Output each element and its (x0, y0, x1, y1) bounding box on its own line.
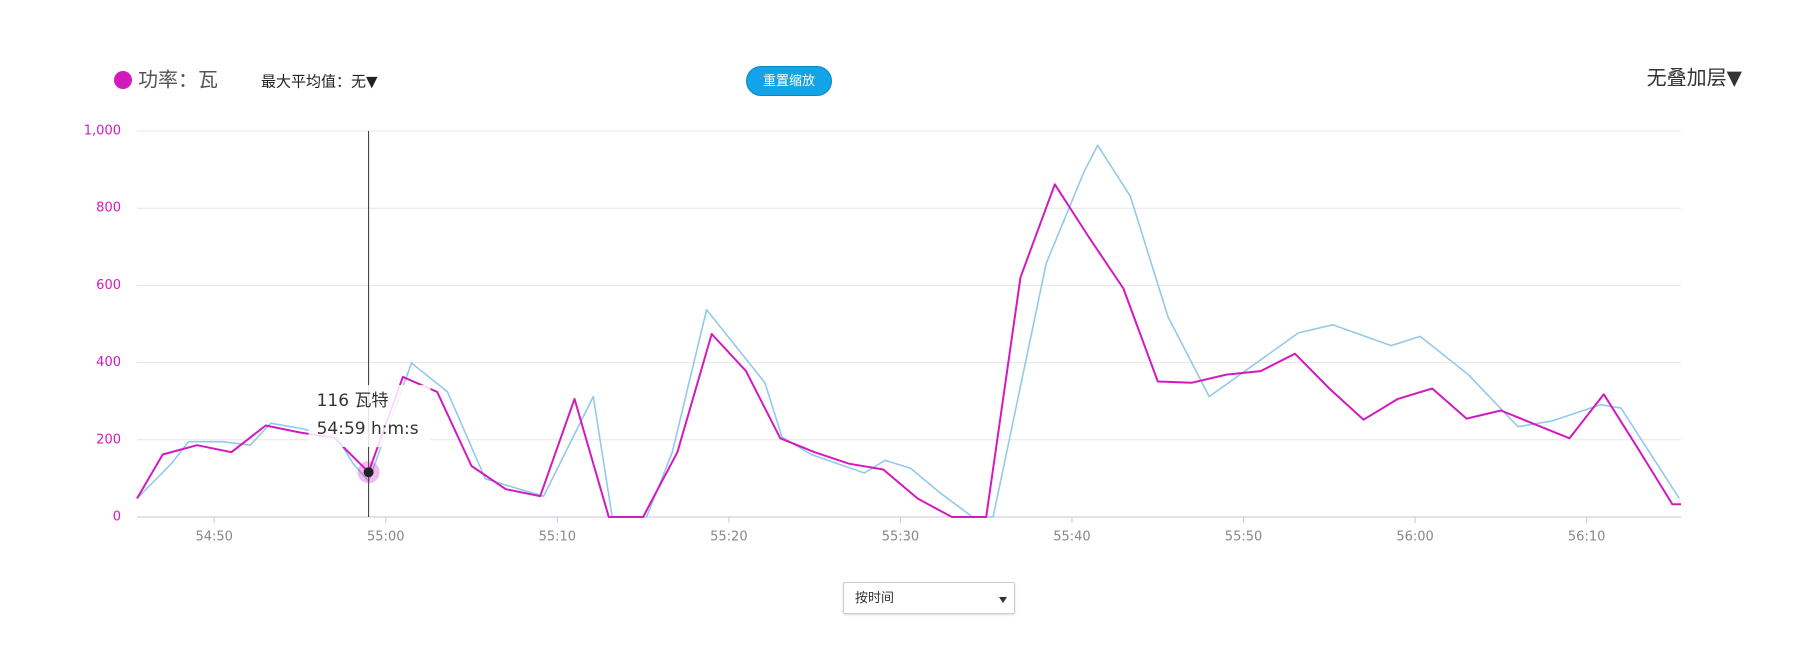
overlay-select[interactable]: 无叠加层▼ (1647, 66, 1743, 90)
x-tick-label: 54:50 (195, 530, 232, 545)
select-arrow (999, 597, 1007, 603)
x-tick-label: 55:50 (1225, 530, 1262, 545)
y-tick-label: 200 (96, 432, 121, 447)
max-average-select[interactable]: 最大平均值：无▼ (261, 73, 378, 91)
x-tick-label: 55:40 (1053, 530, 1090, 545)
tooltip-value: 116 瓦特 (317, 391, 389, 411)
y-tick-label: 400 (96, 355, 121, 370)
x-tick-label: 55:20 (710, 530, 747, 545)
y-tick-label: 1,000 (84, 124, 121, 139)
tooltip-box (308, 385, 431, 447)
y-tick-label: 800 (96, 201, 121, 216)
tooltip-time: 54:59 h:m:s (317, 419, 419, 439)
x-tick-label: 56:10 (1568, 530, 1605, 545)
legend-dot (114, 71, 132, 89)
x-mode-select[interactable]: 按时间 (843, 582, 1015, 614)
reset-zoom-button[interactable]: 重置缩放 (746, 66, 832, 96)
legend-label[interactable]: 功率：瓦 (138, 68, 218, 92)
x-tick-label: 55:30 (882, 530, 919, 545)
x-mode-label: 按时间 (855, 591, 895, 606)
x-tick-label: 55:00 (367, 530, 404, 545)
y-tick-label: 0 (113, 510, 121, 525)
x-tick-label: 56:00 (1396, 530, 1433, 545)
y-tick-label: 600 (96, 278, 121, 293)
x-tick-label: 55:10 (539, 530, 576, 545)
hover-point (363, 467, 374, 478)
